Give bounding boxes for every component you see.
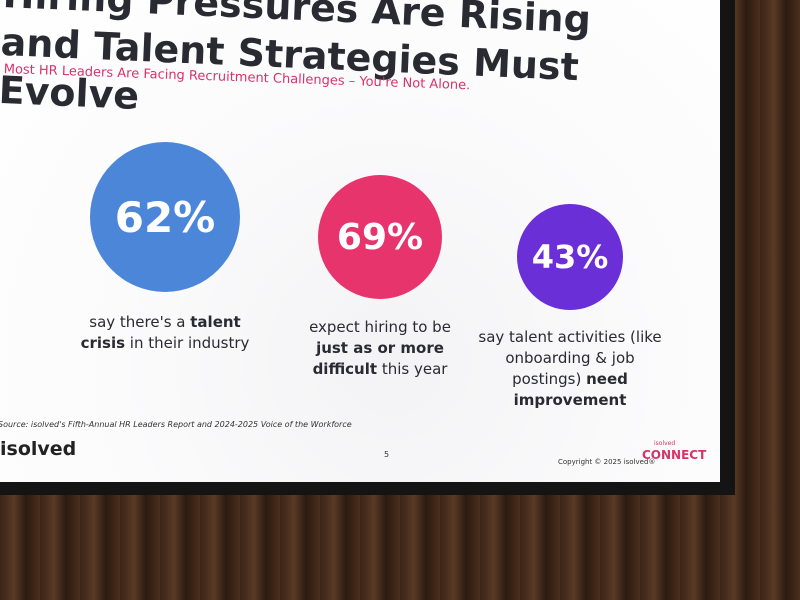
emphasis: talent crisis	[80, 313, 241, 352]
stat-circle: 62%	[90, 142, 240, 292]
stat-description: say there's a talent crisis in their ind…	[70, 312, 260, 354]
stat-value: 62%	[114, 192, 216, 242]
text: expect hiring to be	[309, 318, 451, 336]
stat-description: say talent activities (like onboarding &…	[470, 327, 670, 411]
stat-circle: 43%	[517, 204, 623, 310]
text: say talent activities (like onboarding &…	[478, 328, 662, 388]
text: this year	[377, 360, 448, 378]
stat-circle: 69%	[318, 175, 442, 299]
stat-value: 43%	[531, 238, 609, 276]
emphasis: need improvement	[513, 370, 628, 409]
event-brand: isolved	[654, 440, 676, 447]
page-number: 5	[384, 450, 390, 459]
text: say there's a	[89, 313, 191, 331]
text: in their industry	[125, 334, 250, 352]
source-note: Source: isolved's Fifth-Annual HR Leader…	[0, 420, 352, 429]
emphasis: just as or more difficult	[312, 339, 444, 378]
copyright: Copyright © 2025 isolved®	[558, 458, 656, 466]
event-name: CONNECT	[642, 448, 707, 462]
stat-description: expect hiring to be just as or more diff…	[295, 317, 465, 380]
stat-value: 69%	[336, 216, 424, 258]
logo: isolved	[0, 438, 77, 460]
slide: Hiring Pressures Are Rising and Talent S…	[0, 0, 720, 482]
